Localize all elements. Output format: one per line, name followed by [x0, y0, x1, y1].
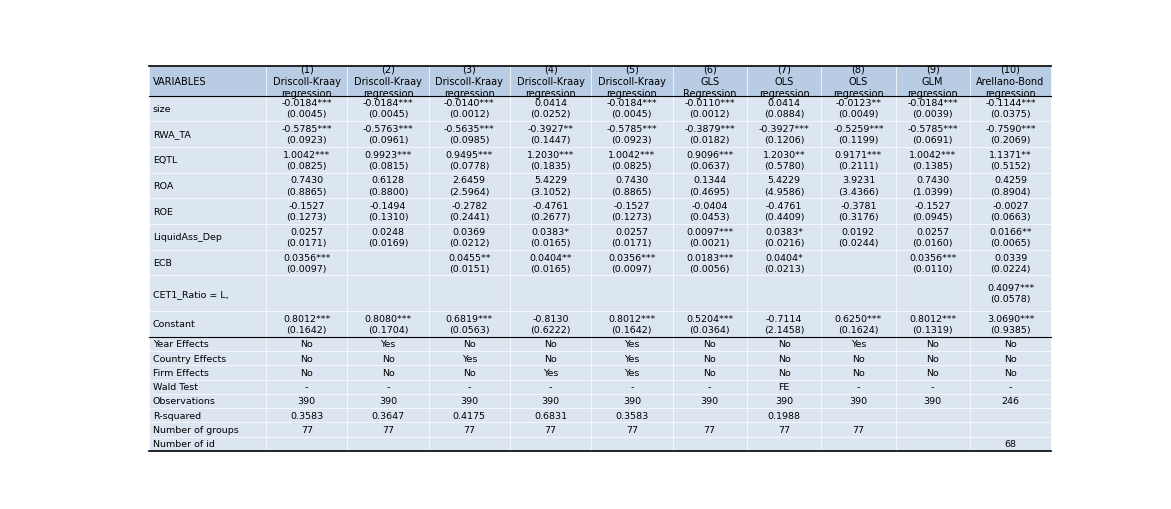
Text: EQTL: EQTL — [152, 156, 177, 165]
Bar — [970, 96, 1052, 122]
Text: 0.0356***
(0.0110): 0.0356*** (0.0110) — [909, 253, 957, 273]
Bar — [896, 312, 970, 337]
Bar — [266, 173, 348, 199]
Text: 1.0042***
(0.0825): 1.0042*** (0.0825) — [283, 151, 330, 171]
Text: (8)
OLS
regression: (8) OLS regression — [833, 64, 884, 99]
Bar — [266, 365, 348, 380]
Text: 0.0192
(0.0244): 0.0192 (0.0244) — [838, 228, 878, 247]
Bar — [747, 148, 821, 173]
Text: -: - — [857, 382, 860, 391]
Text: 246: 246 — [1001, 397, 1020, 406]
Bar — [429, 250, 509, 276]
Text: 390: 390 — [700, 397, 719, 406]
Bar — [970, 351, 1052, 365]
Text: Firm Effects: Firm Effects — [152, 368, 208, 377]
Text: -0.0140***
(0.0012): -0.0140*** (0.0012) — [444, 99, 494, 119]
Bar — [149, 408, 266, 422]
Text: RWA_TA: RWA_TA — [152, 130, 191, 139]
Text: 0.0383*
(0.0216): 0.0383* (0.0216) — [763, 228, 804, 247]
Bar — [672, 408, 747, 422]
Bar — [266, 351, 348, 365]
Bar — [672, 312, 747, 337]
Text: Number of id: Number of id — [152, 439, 214, 448]
Text: 77: 77 — [301, 425, 313, 434]
Text: -0.5635***
(0.0985): -0.5635*** (0.0985) — [444, 125, 494, 145]
Bar — [429, 148, 509, 173]
Bar — [672, 337, 747, 351]
Text: No: No — [852, 368, 864, 377]
Text: 0.9171***
(0.2111): 0.9171*** (0.2111) — [835, 151, 882, 171]
Text: Wald Test: Wald Test — [152, 382, 198, 391]
Text: 0.8012***
(0.1319): 0.8012*** (0.1319) — [909, 314, 957, 334]
Text: No: No — [704, 368, 715, 377]
Text: Yes: Yes — [850, 340, 867, 349]
Text: Yes: Yes — [461, 354, 477, 363]
Bar — [149, 312, 266, 337]
Text: -: - — [630, 382, 634, 391]
Bar — [896, 394, 970, 408]
Bar — [821, 199, 896, 224]
Bar — [591, 250, 672, 276]
Bar — [348, 122, 429, 148]
Text: 2.6459
(2.5964): 2.6459 (2.5964) — [448, 176, 489, 196]
Bar — [429, 394, 509, 408]
Text: -0.3927***
(0.1206): -0.3927*** (0.1206) — [759, 125, 809, 145]
Bar — [970, 276, 1052, 312]
Bar — [348, 173, 429, 199]
Text: 77: 77 — [852, 425, 864, 434]
Text: 0.0455**
(0.0151): 0.0455** (0.0151) — [448, 253, 491, 273]
Bar — [821, 173, 896, 199]
Text: 0.1344
(0.4695): 0.1344 (0.4695) — [690, 176, 730, 196]
Bar — [672, 380, 747, 394]
Text: Yes: Yes — [543, 368, 559, 377]
Text: -: - — [304, 382, 308, 391]
Text: -0.2782
(0.2441): -0.2782 (0.2441) — [448, 202, 489, 222]
Bar — [591, 96, 672, 122]
Text: ROA: ROA — [152, 182, 173, 190]
Bar — [747, 96, 821, 122]
Bar — [429, 437, 509, 451]
Text: Yes: Yes — [381, 340, 396, 349]
Text: (6)
GLS
Regression: (6) GLS Regression — [683, 64, 737, 99]
Bar — [970, 224, 1052, 250]
Text: 0.9096***
(0.0637): 0.9096*** (0.0637) — [686, 151, 733, 171]
Text: -0.1494
(0.1310): -0.1494 (0.1310) — [368, 202, 409, 222]
Text: 0.0383*
(0.0165): 0.0383* (0.0165) — [530, 228, 570, 247]
Text: 0.0339
(0.0224): 0.0339 (0.0224) — [991, 253, 1030, 273]
Bar — [149, 394, 266, 408]
Bar — [672, 173, 747, 199]
Bar — [591, 122, 672, 148]
Bar — [821, 408, 896, 422]
Bar — [896, 380, 970, 394]
Text: Constant: Constant — [152, 320, 196, 329]
Text: CET1_Ratio = L,: CET1_Ratio = L, — [152, 289, 228, 298]
Text: -: - — [1009, 382, 1012, 391]
Bar — [266, 148, 348, 173]
Bar — [429, 173, 509, 199]
Bar — [348, 224, 429, 250]
Bar — [429, 365, 509, 380]
Bar — [348, 422, 429, 437]
Bar — [509, 422, 591, 437]
Bar — [821, 96, 896, 122]
Text: No: No — [300, 354, 313, 363]
Bar — [591, 148, 672, 173]
Text: 3.9231
(3.4366): 3.9231 (3.4366) — [838, 176, 878, 196]
Bar — [429, 312, 509, 337]
Bar — [591, 394, 672, 408]
Text: 390: 390 — [297, 397, 316, 406]
Text: 390: 390 — [623, 397, 641, 406]
Bar — [821, 67, 896, 96]
Text: No: No — [926, 354, 939, 363]
Text: 0.0097***
(0.0021): 0.0097*** (0.0021) — [686, 228, 733, 247]
Text: 1.2030***
(0.1835): 1.2030*** (0.1835) — [527, 151, 574, 171]
Bar — [348, 394, 429, 408]
Bar — [348, 351, 429, 365]
Bar — [266, 224, 348, 250]
Text: Year Effects: Year Effects — [152, 340, 208, 349]
Bar — [429, 337, 509, 351]
Text: No: No — [1005, 368, 1016, 377]
Bar — [896, 96, 970, 122]
Bar — [747, 422, 821, 437]
Bar — [672, 67, 747, 96]
